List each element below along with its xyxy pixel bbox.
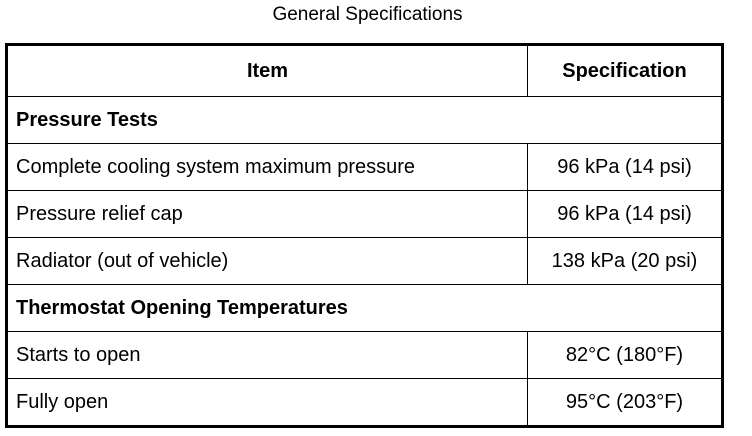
- item-cell: Starts to open: [6, 331, 528, 379]
- item-cell: Radiator (out of vehicle): [6, 237, 528, 285]
- table-row: Radiator (out of vehicle) 138 kPa (20 ps…: [6, 237, 723, 285]
- table-title: General Specifications: [272, 4, 463, 25]
- section-row: Pressure Tests: [6, 96, 723, 144]
- column-header-specification: Specification: [527, 44, 723, 97]
- table-row: Fully open 95°C (203°F): [6, 378, 723, 427]
- item-cell: Pressure relief cap: [6, 190, 528, 238]
- spec-cell: 95°C (203°F): [527, 378, 723, 427]
- spec-cell: 138 kPa (20 psi): [527, 237, 723, 285]
- table-row: Complete cooling system maximum pressure…: [6, 143, 723, 191]
- table-row: Starts to open 82°C (180°F): [6, 331, 723, 379]
- section-row: Thermostat Opening Temperatures: [6, 284, 723, 332]
- table-row: Pressure relief cap 96 kPa (14 psi): [6, 190, 723, 238]
- column-header-item: Item: [6, 44, 528, 97]
- item-cell: Complete cooling system maximum pressure: [6, 143, 528, 191]
- specifications-table: Item Specification Pressure Tests Comple…: [5, 43, 724, 428]
- section-heading: Pressure Tests: [6, 96, 723, 144]
- spec-cell: 96 kPa (14 psi): [527, 143, 723, 191]
- spec-cell: 96 kPa (14 psi): [527, 190, 723, 238]
- spec-cell: 82°C (180°F): [527, 331, 723, 379]
- item-cell: Fully open: [6, 378, 528, 427]
- header-row: Item Specification: [6, 44, 723, 97]
- section-heading: Thermostat Opening Temperatures: [6, 284, 723, 332]
